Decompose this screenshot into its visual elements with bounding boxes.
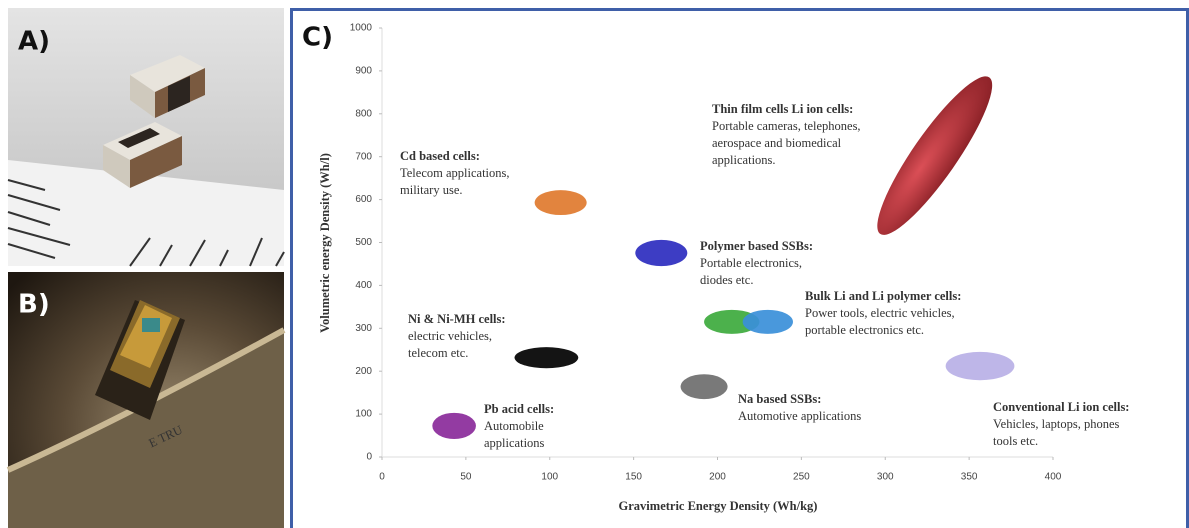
y-tick-label: 0 (366, 452, 372, 463)
panel-label: B) (18, 290, 50, 320)
region-description: applications (484, 436, 545, 450)
y-axis-label: Volumetric energy Density (Wh/l) (318, 153, 332, 333)
x-tick-label: 400 (1045, 472, 1062, 483)
x-tick-label: 350 (961, 472, 978, 483)
region (432, 412, 476, 439)
y-tick-label: 1000 (350, 23, 373, 34)
y-tick-label: 200 (355, 366, 372, 377)
panel-c-frame (290, 8, 1189, 528)
x-tick-label: 250 (793, 472, 810, 483)
region-description: Portable electronics, (700, 256, 802, 270)
region (704, 309, 760, 334)
region (680, 374, 728, 400)
y-tick-label: 500 (355, 237, 372, 248)
region-name: Bulk Li and Li polymer cells: (805, 289, 961, 303)
y-tick-label: 600 (355, 194, 372, 205)
region-description: telecom etc. (408, 346, 468, 360)
x-axis-label: Gravimetric Energy Density (Wh/kg) (619, 499, 818, 513)
region-description: tools etc. (993, 434, 1038, 448)
region-name: Ni & Ni-MH cells: (408, 312, 506, 326)
region-description: diodes etc. (700, 273, 753, 287)
region (742, 309, 793, 334)
region-description: military use. (400, 183, 463, 197)
region (534, 190, 587, 216)
photo-b: E TRU (6, 272, 286, 528)
panel-label: C) (302, 23, 333, 53)
y-tick-label: 100 (355, 409, 372, 420)
y-tick-label: 300 (355, 323, 372, 334)
region-name: Pb acid cells: (484, 402, 554, 416)
x-tick-label: 300 (877, 472, 894, 483)
x-tick-label: 0 (379, 472, 385, 483)
y-tick-label: 900 (355, 66, 372, 77)
region-name: Thin film cells Li ion cells: (712, 102, 853, 116)
region (635, 239, 688, 267)
region-description: Portable cameras, telephones, (712, 119, 861, 133)
y-tick-label: 700 (355, 151, 372, 162)
region-description: Power tools, electric vehicles, (805, 306, 955, 320)
region-name: Na based SSBs: (738, 392, 821, 406)
y-tick-label: 800 (355, 108, 372, 119)
x-tick-label: 50 (460, 472, 472, 483)
region (877, 76, 993, 235)
region-description: Automotive applications (738, 409, 861, 423)
y-tick-label: 400 (355, 280, 372, 291)
x-tick-label: 100 (541, 472, 558, 483)
photo-a (7, 8, 285, 267)
region-description: Telecom applications, (400, 166, 510, 180)
x-tick-label: 200 (709, 472, 726, 483)
region-name: Cd based cells: (400, 149, 480, 163)
x-tick-label: 150 (625, 472, 642, 483)
region-description: Vehicles, laptops, phones (993, 417, 1120, 431)
region-description: aerospace and biomedical (712, 136, 842, 150)
region-description: applications. (712, 153, 776, 167)
region-name: Conventional Li ion cells: (993, 400, 1129, 414)
panel-label: A) (18, 27, 50, 57)
region-name: Polymer based SSBs: (700, 239, 813, 253)
region-description: electric vehicles, (408, 329, 492, 343)
region (514, 347, 579, 369)
region-description: Automobile (484, 419, 544, 433)
region-description: portable electronics etc. (805, 323, 924, 337)
region (945, 351, 1015, 381)
